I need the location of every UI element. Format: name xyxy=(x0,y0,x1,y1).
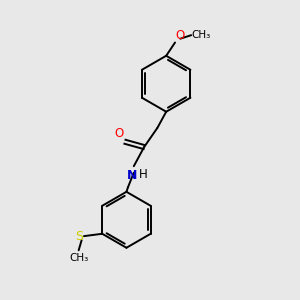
Text: CH₃: CH₃ xyxy=(69,253,88,262)
Text: CH₃: CH₃ xyxy=(192,30,211,40)
Text: N: N xyxy=(127,169,137,182)
Text: O: O xyxy=(114,127,124,140)
Text: O: O xyxy=(176,28,185,42)
Text: S: S xyxy=(75,230,83,243)
Text: H: H xyxy=(139,168,148,181)
